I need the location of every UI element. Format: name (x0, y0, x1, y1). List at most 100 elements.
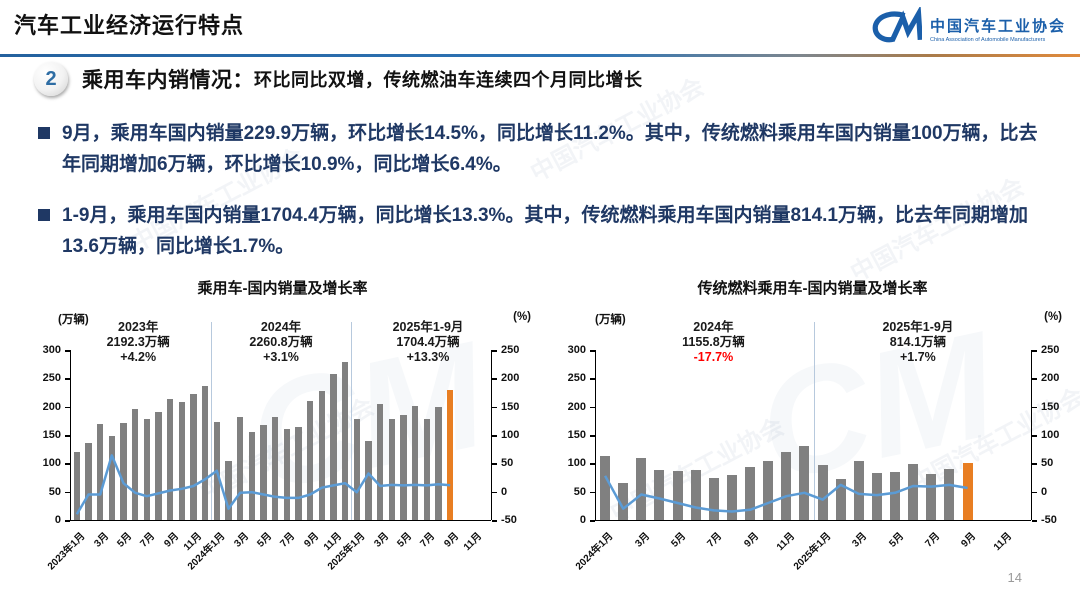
right-axis-tick (492, 406, 497, 409)
right-axis-tick (1032, 435, 1037, 437)
x-axis-tick-label: 2025年1月 (791, 530, 834, 573)
right-axis-tick (1032, 491, 1037, 494)
x-axis-tick-label: 7月 (705, 530, 725, 550)
sales-bar (708, 478, 719, 520)
right-axis-tick-label: 150 (1041, 400, 1060, 413)
sales-bar (835, 478, 846, 520)
right-axis-tick-label: 150 (501, 400, 520, 413)
sales-bar (236, 417, 244, 520)
sales-bar (283, 429, 291, 520)
x-axis-tick-label: 9月 (441, 530, 461, 550)
left-axis-tick (65, 520, 70, 522)
chart-traditional-fuel-domestic-sales: 传统燃料乘用车-国内销量及增长率 (万辆) (%) 300 250 200 150 10… (555, 275, 1070, 600)
section-number-badge: 2 (34, 62, 68, 96)
x-axis-tick-label: 7月 (418, 530, 438, 550)
right-axis-tick (492, 463, 497, 465)
annotation-year: 2024年 (260, 320, 302, 334)
header-divider (0, 54, 1080, 57)
section-subtitle: 环比同比双增，传统燃油车连续四个月同比增长 (254, 70, 643, 90)
left-axis-unit: (万辆) (58, 314, 89, 326)
left-axis-unit: (万辆) (595, 314, 626, 326)
left-axis-tick-label: 0 (579, 514, 586, 526)
x-axis-tick-label: 2024年1月 (574, 530, 616, 573)
left-axis-tick (590, 491, 595, 494)
annotation-year: 2023年 (118, 320, 159, 334)
page-title: 汽车工业经济运行特点 (14, 13, 245, 38)
sales-bar (817, 465, 828, 520)
left-axis-tick-label: 300 (567, 344, 586, 356)
bullet-text: 9月，乘用车国内销量229.9万辆，环比增长14.5%，同比增长11.2%。其中… (62, 123, 1038, 175)
left-axis-tick (65, 378, 70, 380)
sales-bar (306, 401, 314, 520)
left-axis-tick (590, 406, 595, 409)
right-axis (1031, 350, 1032, 520)
left-axis-tick (65, 463, 70, 465)
sales-bar (295, 426, 302, 520)
left-axis-tick-label: 0 (54, 514, 61, 526)
bullet-item: 9月，乘用车国内销量229.9万辆，环比增长14.5%，同比增长11.2%。其中… (38, 118, 1038, 180)
sales-bar (248, 431, 256, 520)
caam-logo: 中国汽车工业协会 China Association of Automobile… (870, 5, 1066, 50)
left-axis-tick (65, 406, 70, 409)
sales-bar (745, 466, 756, 520)
left-axis-tick-label: 100 (42, 457, 61, 470)
left-axis-tick-label: 150 (567, 429, 586, 441)
left-axis-tick-label: 150 (42, 429, 61, 441)
x-axis-tick-label: 9月 (741, 530, 761, 550)
right-axis-tick-label: 100 (1041, 429, 1060, 441)
x-axis-tick-label: 9月 (959, 530, 979, 550)
year-summary-annotation: 2025年1-9月 814.1万辆 +1.7% (882, 320, 953, 365)
annotation-growth: +13.3% (406, 350, 450, 364)
sales-bar (376, 403, 384, 520)
right-axis-tick-label: 250 (1041, 344, 1060, 356)
left-axis-tick-label: 250 (42, 372, 61, 385)
sales-bar (131, 408, 139, 520)
sales-bar (726, 474, 737, 520)
bullet-text: 1-9月，乘用车国内销量1704.4万辆，同比增长13.3%。其中，传统燃料乘用… (62, 205, 1028, 257)
sales-bar (388, 419, 396, 520)
bullet-item: 1-9月，乘用车国内销量1704.4万辆，同比增长13.3%。其中，传统燃料乘用… (38, 200, 1038, 262)
right-axis-tick (492, 378, 497, 380)
sales-bar (108, 436, 116, 520)
annotation-year: 2024年 (693, 320, 734, 334)
sales-bar (944, 469, 955, 520)
annotation-year: 2025年1-9月 (882, 320, 954, 334)
annotation-growth: -17.7% (693, 350, 734, 364)
sales-bar (781, 452, 792, 520)
sales-bar (178, 401, 186, 520)
x-axis-tick-label: 3月 (91, 530, 111, 550)
sales-bar (618, 483, 629, 520)
annotation-growth: +3.1% (263, 350, 299, 364)
right-axis (491, 350, 492, 520)
right-axis-tick-label: 0 (501, 485, 508, 498)
annotation-year: 2025年1-9月 (392, 320, 464, 334)
sales-bar (435, 406, 442, 520)
right-axis-tick (1032, 520, 1037, 522)
sales-bar (926, 474, 937, 520)
chart-title: 乘用车-国内销量及增长率 (197, 280, 368, 297)
growth-rate-line (75, 454, 451, 515)
left-axis-tick-label: 50 (573, 485, 586, 498)
sales-bar (85, 442, 92, 520)
sales-bar (190, 393, 197, 520)
section-title: 乘用车内销情况： (82, 69, 254, 92)
x-axis-tick-label: 5月 (255, 530, 275, 550)
annotation-volume: 2192.3万辆 (106, 335, 170, 349)
sales-bar (96, 423, 104, 520)
annotation-volume: 814.1万辆 (889, 335, 947, 349)
year-separator-line (351, 322, 352, 520)
plot-area: 300 250 200 150 100 50 0 250 200 150 100 50 0 -50 2023… (43, 320, 520, 572)
sales-bar (120, 422, 127, 520)
left-axis-tick-label: 200 (42, 400, 61, 413)
x-axis-tick-label: 7月 (278, 530, 298, 550)
sales-bar (330, 373, 337, 520)
sales-bar (871, 472, 882, 520)
right-axis-tick-label: -50 (501, 514, 517, 526)
right-axis-tick (492, 520, 497, 522)
year-summary-annotation: 2023年 2192.3万辆 +4.2% (107, 320, 170, 365)
caam-logo-icon (870, 5, 923, 50)
x-axis-tick-label: 5月 (886, 530, 906, 550)
sales-bar (341, 362, 349, 520)
left-axis-tick-label: 300 (42, 344, 61, 356)
